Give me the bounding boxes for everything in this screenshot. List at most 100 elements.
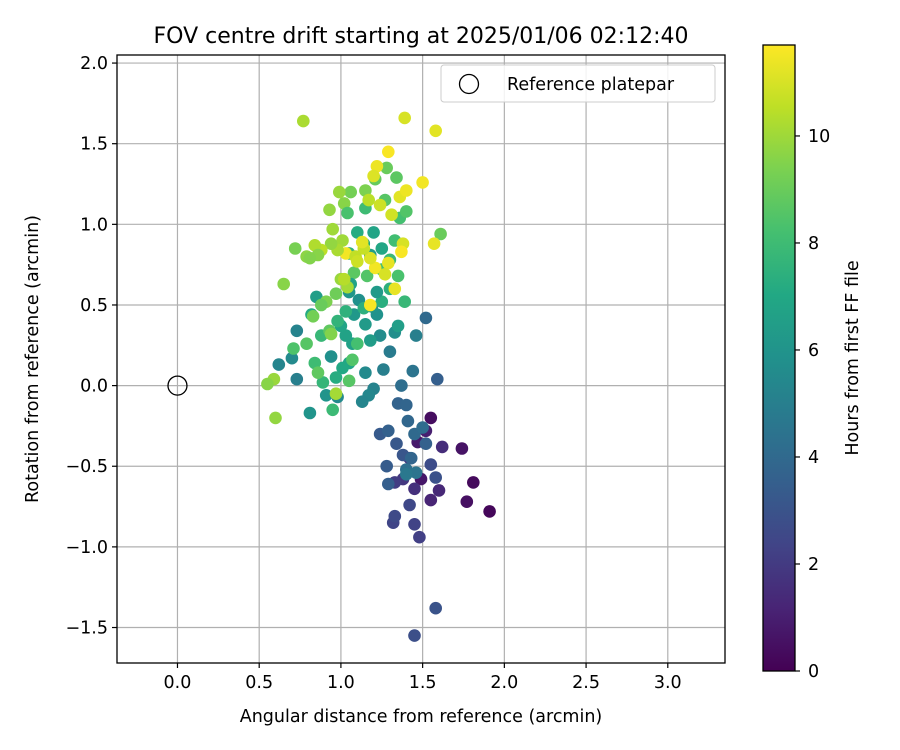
data-point (362, 193, 376, 207)
data-point (401, 414, 415, 428)
data-point (339, 305, 353, 318)
data-point (419, 437, 433, 451)
data-point (329, 371, 343, 384)
data-point (368, 261, 382, 275)
x-tick-label: 1.0 (327, 673, 355, 693)
grid-lines (117, 55, 725, 663)
data-point (404, 451, 418, 465)
data-point (359, 184, 372, 197)
x-tick-label: 1.5 (409, 673, 437, 693)
data-point (460, 495, 474, 509)
colorbar-gradient (762, 44, 796, 672)
data-point (373, 198, 387, 212)
data-point (382, 256, 395, 270)
data-point (364, 251, 377, 265)
data-point (355, 395, 369, 409)
data-point (329, 387, 343, 401)
data-point (390, 437, 403, 451)
data-point (303, 251, 317, 265)
data-point (429, 124, 443, 138)
data-point (419, 311, 433, 325)
reference-layer (167, 375, 188, 396)
y-tick-label: 1.0 (80, 215, 108, 235)
legend-box (440, 64, 716, 103)
data-point (336, 361, 349, 375)
colorbar-tick-label: 6 (808, 341, 819, 361)
data-point (326, 403, 340, 417)
legend-label: Reference platepar (507, 75, 675, 95)
data-point (359, 318, 372, 331)
y-tick-label: 2.0 (80, 54, 108, 74)
data-point (319, 389, 333, 402)
data-point (382, 477, 395, 491)
data-point (408, 518, 421, 531)
data-point (333, 185, 346, 199)
data-point (467, 476, 480, 489)
data-point (300, 337, 313, 351)
colorbar-tick-label: 0 (808, 662, 819, 682)
data-point (385, 208, 398, 221)
data-point (483, 505, 496, 518)
data-point (324, 350, 338, 363)
data-point (364, 298, 377, 312)
x-tick-label: 3.0 (654, 673, 682, 693)
colorbar-tick-label: 10 (808, 127, 830, 147)
legend: Reference platepar (440, 64, 716, 103)
data-point (391, 269, 405, 283)
data-point (323, 203, 336, 217)
data-point (351, 226, 364, 239)
x-axis-label: Angular distance from reference (arcmin) (240, 707, 603, 727)
data-point (429, 601, 443, 615)
data-point (391, 319, 405, 333)
data-point (413, 530, 426, 544)
data-point (383, 345, 397, 359)
data-point (370, 160, 384, 173)
data-point (455, 442, 469, 455)
data-point (341, 206, 354, 220)
y-tick-label: 0.5 (80, 296, 108, 316)
x-axis-ticks: 0.0 0.5 1.0 1.5 2.0 2.5 3.0 (164, 663, 682, 693)
data-point (408, 629, 421, 642)
data-point (373, 329, 387, 342)
data-point (370, 285, 384, 299)
data-point (308, 239, 322, 252)
data-point (431, 372, 444, 386)
data-point (388, 282, 402, 296)
data-point (339, 329, 353, 342)
data-point (359, 366, 372, 380)
data-point (395, 245, 408, 259)
data-point (435, 440, 449, 454)
y-tick-label: −1.0 (66, 538, 109, 558)
y-tick-label: −0.5 (66, 457, 109, 477)
plot-frame (116, 54, 726, 664)
data-point (342, 374, 356, 388)
data-point (408, 482, 421, 496)
data-point (290, 324, 304, 338)
x-tick-label: 0.5 (245, 673, 273, 693)
data-point (326, 222, 340, 236)
data-point (395, 379, 408, 392)
reference-platepar-marker (167, 375, 188, 396)
data-point (409, 329, 423, 342)
colorbar: 0 2 4 6 8 10 Hours from first FF file (762, 44, 863, 682)
data-point (347, 266, 361, 280)
data-point (403, 498, 416, 512)
data-point (344, 185, 358, 199)
data-point (351, 255, 364, 268)
data-point (416, 176, 429, 189)
y-tick-label: 1.5 (80, 135, 108, 155)
colorbar-tick-label: 8 (808, 234, 819, 254)
data-points (261, 111, 496, 642)
data-point (355, 235, 369, 249)
data-point (337, 197, 351, 210)
data-point (416, 421, 429, 434)
data-point (378, 268, 392, 281)
data-point (367, 169, 380, 183)
y-axis-ticks: −1.5 −1.0 −0.5 0.0 0.5 1.0 1.5 2.0 (66, 54, 117, 639)
colorbar-label: Hours from first FF file (843, 260, 863, 455)
data-point (308, 356, 322, 370)
data-point (429, 471, 443, 484)
data-point (406, 364, 420, 378)
data-point (388, 509, 402, 523)
colorbar-tick-label: 2 (808, 555, 819, 575)
